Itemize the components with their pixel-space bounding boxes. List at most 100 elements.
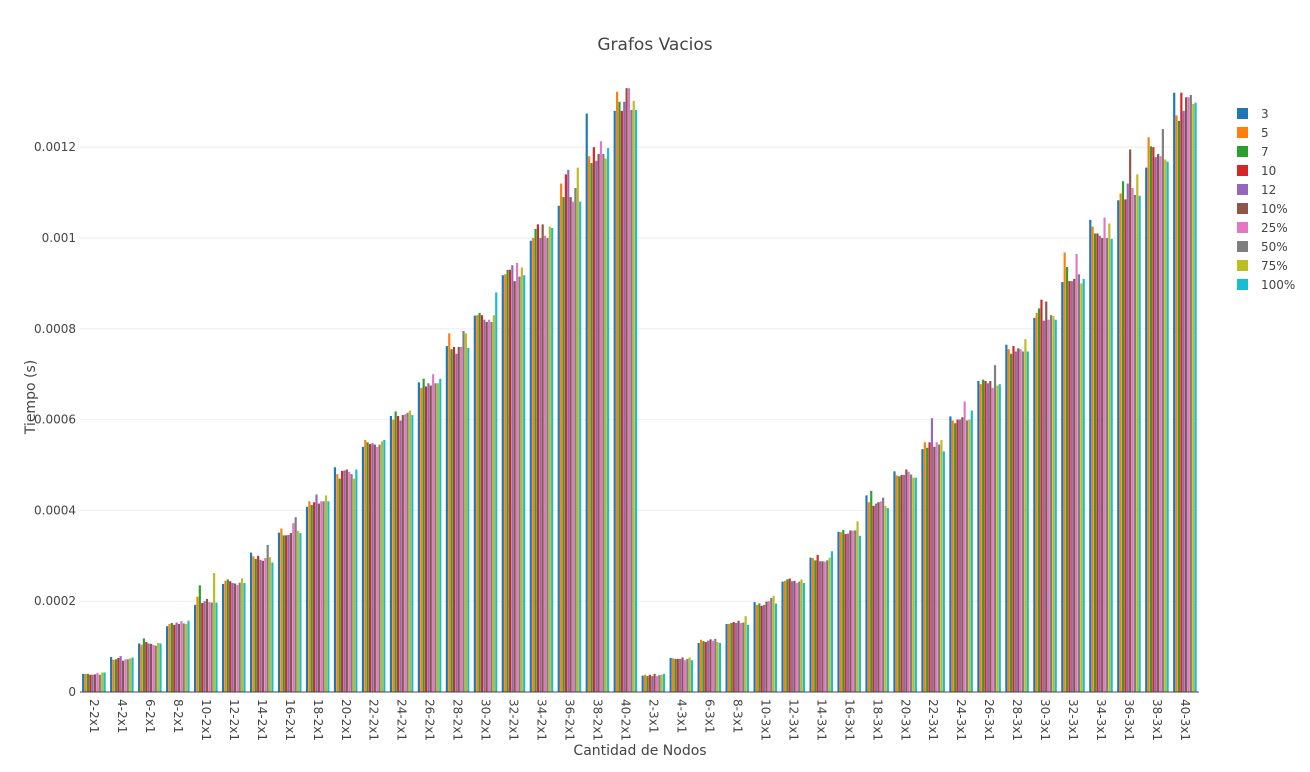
x-tick-label: 32-2x1 <box>507 699 521 741</box>
bar <box>1149 146 1153 692</box>
bar <box>620 110 623 693</box>
bar <box>956 419 959 692</box>
bar <box>767 601 770 692</box>
bar <box>252 556 255 692</box>
bar <box>129 658 132 692</box>
x-tick-label: 36-2x1 <box>563 699 577 741</box>
bar <box>203 601 206 692</box>
bar <box>355 469 358 692</box>
bar <box>124 659 127 692</box>
bar <box>935 442 938 692</box>
legend-item-label[interactable]: 75% <box>1261 259 1288 273</box>
bar <box>569 197 572 692</box>
bar <box>595 160 598 693</box>
bar <box>898 476 901 692</box>
bar <box>1194 102 1197 692</box>
bar <box>98 674 101 692</box>
legend-item-label[interactable]: 100% <box>1261 278 1295 292</box>
bar <box>735 622 738 692</box>
bar <box>585 113 588 693</box>
bar <box>233 583 237 692</box>
bar <box>788 578 791 692</box>
bar <box>121 660 125 692</box>
x-tick-label: 26-2x1 <box>423 699 437 741</box>
bar <box>93 674 97 692</box>
bar <box>457 346 460 692</box>
bar <box>238 582 241 692</box>
legend-item-label[interactable]: 10 <box>1261 164 1276 178</box>
bar <box>229 581 232 692</box>
bar <box>641 675 644 692</box>
bar <box>1145 167 1148 693</box>
y-tick-labels: 0 0.0002 0.0004 0.0006 0.0008 0.001 0.0012 <box>34 140 76 699</box>
legend-item-label[interactable]: 5 <box>1261 126 1269 140</box>
bar <box>961 417 964 692</box>
bar <box>257 555 260 692</box>
bar <box>404 414 407 692</box>
bar <box>844 534 847 692</box>
bar <box>963 401 966 692</box>
bar <box>243 583 246 692</box>
legend-swatch <box>1237 108 1248 119</box>
x-tick-label: 8-3x1 <box>730 699 744 733</box>
bar <box>697 642 700 692</box>
legend-item-label[interactable]: 7 <box>1261 145 1269 159</box>
legend-item-label[interactable]: 12 <box>1261 183 1276 197</box>
bar <box>338 478 341 692</box>
bar <box>858 535 861 692</box>
bar <box>476 315 479 692</box>
bar <box>296 530 300 692</box>
bar <box>1007 349 1010 692</box>
bar <box>618 101 621 692</box>
bar <box>460 346 463 692</box>
bar <box>679 658 682 692</box>
bar <box>951 420 954 692</box>
x-tick-label: 40-2x1 <box>619 699 633 741</box>
bar <box>623 101 626 692</box>
bar <box>1129 149 1132 692</box>
bar <box>660 674 663 692</box>
bar <box>1024 339 1027 692</box>
bar <box>1054 319 1057 692</box>
bar <box>690 660 694 692</box>
bar <box>902 474 906 692</box>
bar <box>604 158 607 692</box>
bar <box>1042 320 1045 692</box>
bar <box>699 639 703 692</box>
legend-item-label[interactable]: 25% <box>1261 221 1288 235</box>
bar <box>198 585 201 692</box>
bar <box>348 471 351 692</box>
x-tick-label: 10-3x1 <box>758 699 772 741</box>
bar <box>352 478 356 692</box>
bar <box>420 387 423 692</box>
bar <box>396 415 400 692</box>
bar <box>361 446 365 692</box>
bar <box>147 643 150 692</box>
bar <box>305 506 309 692</box>
bar <box>371 443 374 692</box>
bar <box>893 471 896 692</box>
bar <box>159 643 162 692</box>
bar <box>688 657 691 692</box>
bar <box>1073 278 1076 692</box>
bar <box>1121 181 1125 693</box>
x-tick-label: 18-3x1 <box>870 699 884 741</box>
bar <box>82 673 85 692</box>
legend-item-label[interactable]: 50% <box>1261 240 1288 254</box>
bar <box>529 240 532 692</box>
bar <box>408 410 412 692</box>
bar <box>616 91 619 693</box>
bar <box>914 477 917 692</box>
bar <box>809 557 812 692</box>
bar <box>839 532 842 692</box>
legend-item-label[interactable]: 3 <box>1261 107 1269 121</box>
bar <box>1026 351 1029 692</box>
bar <box>271 562 274 692</box>
legend-swatch <box>1237 241 1248 252</box>
bar <box>681 657 684 692</box>
bar <box>350 474 353 692</box>
bar <box>846 533 850 692</box>
bar <box>467 347 470 692</box>
bar <box>676 658 679 692</box>
legend-item-label[interactable]: 10% <box>1261 202 1288 216</box>
